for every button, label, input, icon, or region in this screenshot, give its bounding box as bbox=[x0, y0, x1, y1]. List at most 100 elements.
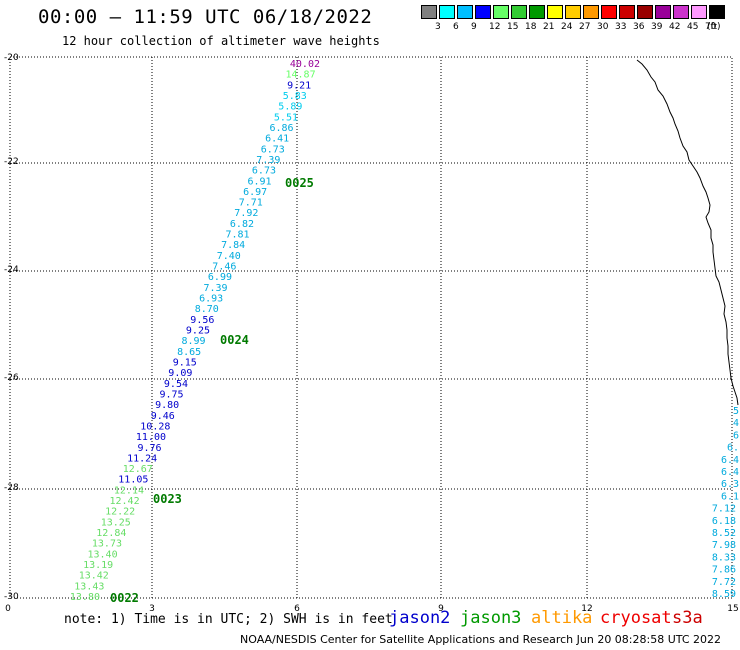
legend-label: 12 bbox=[489, 22, 501, 32]
wave-height-value: 11.00 bbox=[136, 432, 166, 443]
wave-height-value: 7.84 bbox=[221, 240, 245, 251]
wave-height-value: 10.28 bbox=[140, 421, 170, 432]
legend-swatch bbox=[637, 5, 653, 19]
wave-height-value: 9.21 bbox=[287, 80, 311, 91]
wave-height-value: 13.80 bbox=[70, 592, 100, 603]
y-tick-label: -28 bbox=[4, 483, 19, 493]
x-tick-label: 15 bbox=[727, 604, 738, 614]
legend-swatch bbox=[601, 5, 617, 19]
wave-height-value: 9.54 bbox=[164, 379, 188, 390]
wave-height-value: 8.70 bbox=[195, 304, 219, 315]
wave-height-value: 7.72 bbox=[712, 577, 736, 588]
y-tick-label: -30 bbox=[4, 592, 19, 602]
y-tick-label: -22 bbox=[4, 157, 19, 167]
legend-label: 70 bbox=[705, 22, 717, 32]
wave-height-value: 5.83 bbox=[283, 91, 307, 102]
pass-time-label: 0023 bbox=[153, 492, 182, 506]
x-tick-label: 9 bbox=[438, 604, 444, 614]
wave-height-value: 8.99 bbox=[182, 336, 206, 347]
wave-height-value: 13.42 bbox=[79, 571, 109, 582]
wave-height-value: 12.84 bbox=[96, 528, 126, 539]
legend-label: 21 bbox=[543, 22, 555, 32]
y-tick-label: -20 bbox=[4, 53, 19, 63]
legend-swatch bbox=[565, 5, 581, 19]
legend-label: 39 bbox=[651, 22, 663, 32]
x-tick-label: 6 bbox=[294, 604, 300, 614]
wave-height-value: 6.82 bbox=[230, 219, 254, 230]
wave-height-value: 6.97 bbox=[243, 187, 267, 198]
map-subtitle: 12 hour collection of altimeter wave hei… bbox=[62, 34, 380, 48]
wave-height-value: 9.75 bbox=[160, 389, 184, 400]
wave-height-value: 12.14 bbox=[114, 485, 144, 496]
wave-height-value: 6 bbox=[733, 430, 739, 441]
legend-label: 42 bbox=[669, 22, 681, 32]
wave-height-value: 6.91 bbox=[248, 176, 272, 187]
wave-height-value: 6.93 bbox=[199, 294, 223, 305]
legend-swatch bbox=[439, 5, 455, 19]
wave-height-value: 7.46 bbox=[212, 262, 236, 273]
wave-height-value: 7.86 bbox=[712, 565, 736, 576]
legend-swatch bbox=[421, 5, 437, 19]
x-tick-label: 0 bbox=[5, 604, 11, 614]
map-title: 00:00 – 11:59 UTC 06/18/2022 bbox=[38, 6, 373, 28]
wave-height-value: 13.40 bbox=[87, 549, 117, 560]
wave-height-value: 5 bbox=[733, 406, 739, 417]
legend-swatch bbox=[709, 5, 725, 19]
wave-height-value: 7.12 bbox=[712, 504, 736, 515]
wave-height-value: 6.99 bbox=[208, 272, 232, 283]
legend-swatch bbox=[619, 5, 635, 19]
wave-height-value: 6. bbox=[727, 443, 739, 454]
wave-height-value: 7.81 bbox=[226, 230, 250, 241]
x-tick-label: 12 bbox=[581, 604, 592, 614]
wave-height-value: 40.02 bbox=[290, 59, 320, 70]
wave-height-value: 8.33 bbox=[712, 552, 736, 563]
wave-height-value: 7.92 bbox=[234, 208, 258, 219]
wave-height-value: 8.52 bbox=[712, 528, 736, 539]
satellite-name: s3a bbox=[672, 608, 703, 628]
wave-height-value: 5.89 bbox=[278, 102, 302, 113]
wave-height-value: 13.19 bbox=[83, 560, 113, 571]
pass-time-label: 0024 bbox=[220, 333, 249, 347]
wave-height-value: 9.46 bbox=[151, 411, 175, 422]
wave-height-value: 7.71 bbox=[239, 198, 263, 209]
wave-height-value: 6.41 bbox=[265, 134, 289, 145]
wave-height-value: 7.40 bbox=[217, 251, 241, 262]
satellite-name: cryosat bbox=[600, 608, 672, 628]
wave-height-value: 12.42 bbox=[109, 496, 139, 507]
axis-ticks: 0 3 6 9 12 15 -20 -22 -24 -26 -28 -30 bbox=[4, 53, 739, 614]
wave-height-value: 8.65 bbox=[177, 347, 201, 358]
legend-label: 6 bbox=[453, 22, 459, 32]
wave-height-value: 5.51 bbox=[274, 112, 298, 123]
legend-label: (ft) bbox=[707, 22, 721, 32]
wave-height-value: 4 bbox=[733, 418, 739, 429]
wave-height-value: 6.73 bbox=[252, 166, 276, 177]
legend-swatch bbox=[655, 5, 671, 19]
footer-note: note: 1) Time is in UTC; 2) SWH is in fe… bbox=[64, 612, 393, 627]
legend-swatch bbox=[583, 5, 599, 19]
wave-height-value: 13.25 bbox=[101, 517, 131, 528]
wave-height-value: 13.73 bbox=[92, 539, 122, 550]
wave-height-value: 12.67 bbox=[123, 464, 153, 475]
legend-swatch bbox=[475, 5, 491, 19]
legend-label: 36 bbox=[633, 22, 645, 32]
wave-height-value: 8.59 bbox=[712, 589, 736, 600]
legend-swatch bbox=[529, 5, 545, 19]
wave-height-value: 13.43 bbox=[74, 581, 104, 592]
wave-height-value: 6.4 bbox=[721, 455, 739, 466]
legend-label: 18 bbox=[525, 22, 537, 32]
wave-height-value: 9.56 bbox=[190, 315, 214, 326]
wave-height-value: 6.18 bbox=[712, 516, 736, 527]
legend-swatch bbox=[511, 5, 527, 19]
wave-height-value: 11.24 bbox=[127, 453, 157, 464]
satellite-name: altika bbox=[531, 608, 593, 628]
legend-swatch bbox=[457, 5, 473, 19]
x-tick-label: 3 bbox=[149, 604, 155, 614]
wave-height-value: 9.15 bbox=[173, 357, 197, 368]
wave-track-east: 5466.6.46.46.36.17.126.188.527.988.337.8… bbox=[712, 406, 739, 600]
wave-height-value: 6.1 bbox=[721, 491, 739, 502]
wave-track-west: 40.0214.879.215.835.895.516.866.416.737.… bbox=[70, 59, 320, 603]
legend-label: 3 bbox=[435, 22, 441, 32]
legend-swatch bbox=[673, 5, 689, 19]
wave-height-value: 6.73 bbox=[261, 144, 285, 155]
satellite-name: jason3 bbox=[460, 608, 522, 628]
